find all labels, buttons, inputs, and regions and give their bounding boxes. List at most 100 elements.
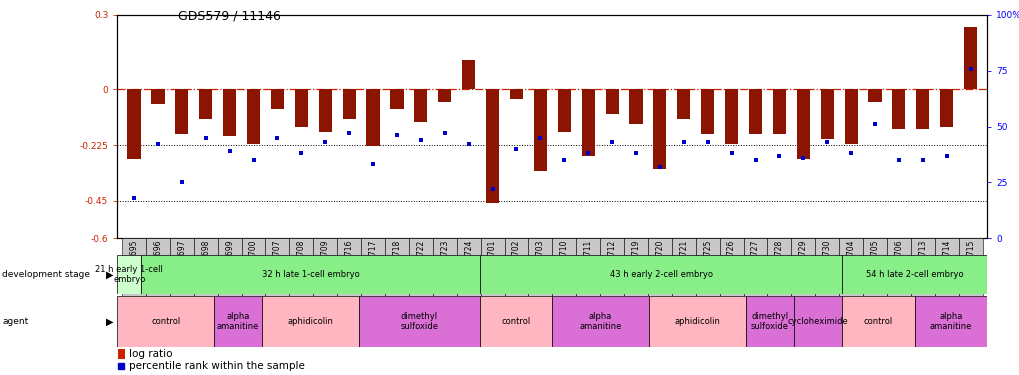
Text: GSM14724: GSM14724 bbox=[464, 240, 473, 281]
Bar bbox=[677, 89, 690, 119]
Bar bbox=[842, 296, 914, 347]
Bar bbox=[672, 238, 695, 296]
Text: GSM14728: GSM14728 bbox=[774, 240, 784, 281]
Text: GSM14729: GSM14729 bbox=[798, 240, 807, 281]
Text: ▶: ▶ bbox=[106, 270, 114, 280]
Text: GSM14699: GSM14699 bbox=[225, 240, 234, 281]
Bar bbox=[342, 89, 356, 119]
Bar bbox=[117, 255, 142, 294]
Text: 32 h late 1-cell embryo: 32 h late 1-cell embryo bbox=[262, 270, 359, 279]
Text: GSM14722: GSM14722 bbox=[416, 240, 425, 281]
Text: GSM14716: GSM14716 bbox=[344, 240, 354, 281]
Bar bbox=[629, 89, 642, 124]
Bar bbox=[390, 89, 404, 109]
Text: GSM14727: GSM14727 bbox=[750, 240, 759, 281]
Text: dimethyl
sulfoxide: dimethyl sulfoxide bbox=[400, 312, 438, 331]
Text: control: control bbox=[863, 317, 893, 326]
Bar bbox=[915, 89, 928, 129]
Bar bbox=[719, 238, 743, 296]
Text: GSM14700: GSM14700 bbox=[249, 240, 258, 281]
Bar bbox=[409, 238, 432, 296]
Bar bbox=[142, 255, 479, 294]
Text: percentile rank within the sample: percentile rank within the sample bbox=[129, 361, 305, 371]
Text: GSM14711: GSM14711 bbox=[583, 240, 592, 281]
Bar bbox=[117, 296, 214, 347]
Text: GSM14720: GSM14720 bbox=[655, 240, 663, 281]
Text: GSM14697: GSM14697 bbox=[177, 240, 186, 281]
Bar bbox=[223, 89, 236, 136]
Bar bbox=[653, 89, 665, 169]
Bar bbox=[695, 238, 719, 296]
Bar bbox=[599, 238, 624, 296]
Text: GSM14730: GSM14730 bbox=[822, 240, 830, 281]
Bar bbox=[963, 27, 976, 89]
Bar bbox=[214, 296, 262, 347]
Bar bbox=[624, 238, 647, 296]
Bar bbox=[557, 89, 571, 132]
Bar bbox=[504, 238, 528, 296]
Text: GSM14707: GSM14707 bbox=[273, 240, 281, 281]
Text: 43 h early 2-cell embryo: 43 h early 2-cell embryo bbox=[609, 270, 712, 279]
Text: GSM14726: GSM14726 bbox=[727, 240, 736, 281]
Text: GSM14714: GSM14714 bbox=[942, 240, 951, 281]
Bar bbox=[910, 238, 933, 296]
Bar bbox=[265, 238, 289, 296]
Bar bbox=[796, 89, 809, 159]
Bar bbox=[647, 238, 672, 296]
Bar bbox=[271, 89, 283, 109]
Bar bbox=[533, 89, 546, 171]
Bar bbox=[552, 238, 576, 296]
Bar bbox=[146, 238, 170, 296]
Bar bbox=[648, 296, 745, 347]
Bar bbox=[479, 255, 842, 294]
Text: aphidicolin: aphidicolin bbox=[674, 317, 719, 326]
Bar bbox=[748, 89, 761, 134]
Bar bbox=[170, 238, 194, 296]
Bar bbox=[194, 238, 217, 296]
Text: GSM14723: GSM14723 bbox=[440, 240, 448, 281]
Bar bbox=[793, 296, 842, 347]
Bar bbox=[462, 60, 475, 89]
Bar bbox=[313, 238, 337, 296]
Text: control: control bbox=[501, 317, 530, 326]
Bar bbox=[700, 89, 713, 134]
Text: log ratio: log ratio bbox=[129, 349, 172, 359]
Text: GSM14709: GSM14709 bbox=[320, 240, 329, 281]
Bar bbox=[262, 296, 359, 347]
Bar bbox=[485, 89, 498, 203]
Bar bbox=[337, 238, 361, 296]
Bar bbox=[289, 238, 313, 296]
Bar bbox=[384, 238, 409, 296]
Bar bbox=[576, 238, 599, 296]
Bar bbox=[940, 89, 953, 127]
Bar bbox=[242, 238, 265, 296]
Bar bbox=[361, 238, 384, 296]
Bar bbox=[814, 238, 839, 296]
Bar bbox=[844, 89, 857, 144]
Text: GSM14702: GSM14702 bbox=[512, 240, 521, 281]
Bar bbox=[175, 89, 189, 134]
Text: GSM14715: GSM14715 bbox=[965, 240, 974, 281]
Bar bbox=[479, 296, 552, 347]
Text: GSM14698: GSM14698 bbox=[201, 240, 210, 281]
Bar bbox=[510, 89, 523, 99]
Bar bbox=[359, 296, 479, 347]
Bar bbox=[528, 238, 552, 296]
Text: alpha
amanitine: alpha amanitine bbox=[929, 312, 971, 331]
Text: aphidicolin: aphidicolin bbox=[287, 317, 333, 326]
Text: GSM14703: GSM14703 bbox=[535, 240, 544, 281]
Text: 21 h early 1-cell
embryo: 21 h early 1-cell embryo bbox=[96, 265, 163, 284]
Bar bbox=[438, 89, 450, 102]
Text: ▶: ▶ bbox=[106, 316, 114, 327]
Bar bbox=[862, 238, 887, 296]
Bar bbox=[605, 89, 619, 114]
Bar bbox=[958, 238, 981, 296]
Bar bbox=[914, 296, 986, 347]
Text: GSM14704: GSM14704 bbox=[846, 240, 855, 281]
Text: GSM14708: GSM14708 bbox=[297, 240, 306, 281]
Text: control: control bbox=[151, 317, 180, 326]
Bar bbox=[725, 89, 738, 144]
Bar bbox=[552, 296, 648, 347]
Bar bbox=[151, 89, 164, 104]
Text: agent: agent bbox=[2, 317, 29, 326]
